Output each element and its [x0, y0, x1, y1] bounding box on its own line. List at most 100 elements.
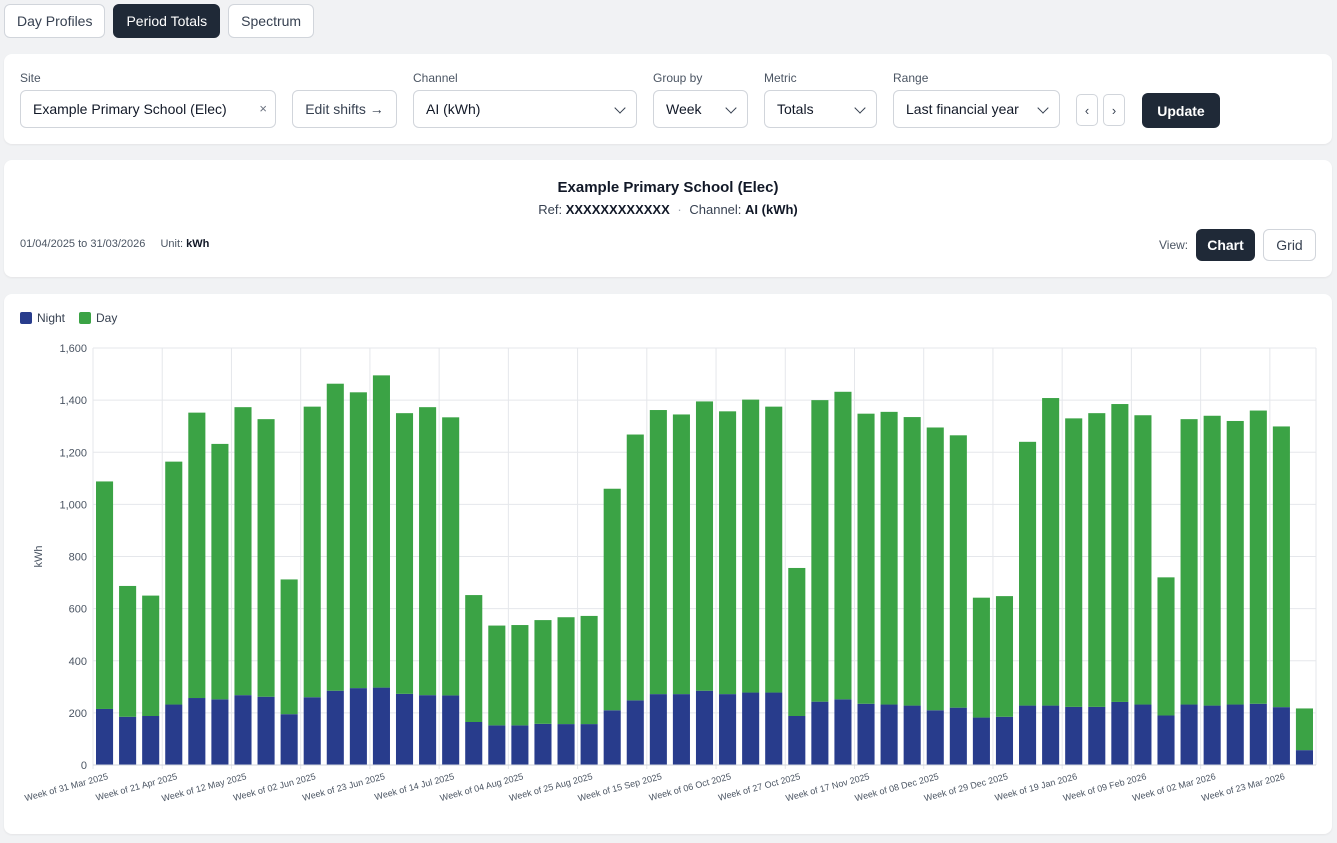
bar-day [372, 375, 390, 688]
bar-night [1249, 703, 1267, 765]
bar-day [534, 620, 552, 724]
bar-day [326, 383, 344, 691]
view-tabs: Day Profiles Period Totals Spectrum [4, 4, 315, 38]
report-title: Example Primary School (Elec) [557, 179, 779, 196]
edit-shifts-button[interactable]: Edit shifts → [292, 90, 397, 128]
bar-night [857, 703, 875, 765]
bar-night [303, 697, 321, 765]
bar-day [834, 391, 852, 700]
bar-night [488, 725, 506, 765]
bar-night [95, 708, 114, 765]
bar-night [211, 699, 229, 765]
bar-day [1203, 415, 1221, 706]
bar-day [442, 417, 460, 696]
legend-item-day[interactable]: Day [79, 311, 117, 325]
next-period-button[interactable]: › [1103, 94, 1125, 126]
bar-day [1134, 415, 1152, 705]
channel-select[interactable]: AI (kWh) [413, 90, 637, 128]
bar-night [926, 710, 944, 765]
chevron-down-icon [614, 102, 626, 114]
range-select[interactable]: Last financial year [893, 90, 1060, 128]
bar-day [119, 585, 137, 717]
bar-night [534, 723, 552, 765]
site-select[interactable]: Example Primary School (Elec) × [20, 90, 276, 128]
bar-day [649, 410, 667, 695]
bar-night [465, 721, 483, 765]
bar-night [580, 724, 598, 765]
view-label: View: [1159, 238, 1189, 252]
y-tick-label: 0 [81, 760, 87, 772]
metric-select[interactable]: Totals [764, 90, 877, 128]
bar-night [903, 705, 921, 765]
bar-night [326, 690, 344, 765]
bar-night [395, 693, 414, 765]
report-info-panel: Example Primary School (Elec) Ref: XXXXX… [4, 160, 1332, 277]
y-tick-label: 1,000 [59, 499, 87, 511]
previous-period-button[interactable]: ‹ [1076, 94, 1098, 126]
group-by-label: Group by [653, 71, 703, 85]
bar-day [903, 417, 921, 706]
bar-day [972, 597, 990, 718]
bar-night [788, 716, 806, 765]
bar-night [234, 695, 252, 765]
update-button[interactable]: Update [1142, 93, 1220, 128]
bar-day [1157, 577, 1175, 716]
bar-day [1272, 426, 1290, 708]
bar-day [257, 419, 275, 697]
site-value: Example Primary School (Elec) [33, 101, 227, 117]
bar-day [1180, 419, 1198, 705]
legend-item-night[interactable]: Night [20, 311, 65, 325]
range-label: Range [893, 71, 929, 85]
bar-night [442, 695, 460, 765]
stacked-bar-chart: 02004006008001,0001,2001,4001,600kWhWeek… [24, 343, 1317, 804]
bar-day [303, 406, 321, 698]
metric-value: Totals [777, 101, 814, 117]
view-grid-button[interactable]: Grid [1263, 229, 1316, 261]
bar-night [995, 716, 1014, 765]
bar-day [695, 401, 714, 691]
bar-day [926, 427, 944, 711]
tab-period-totals[interactable]: Period Totals [113, 4, 221, 38]
bar-day [465, 595, 483, 722]
bar-night [165, 704, 183, 765]
bar-day [742, 399, 760, 693]
report-subtitle: Ref: XXXXXXXXXXXX · Channel: AI (kWh) [538, 202, 798, 217]
bar-night [719, 694, 737, 765]
chart-panel: 0 200 400 600 800 1,000 1,200 1,400 1,600 kWh Week… [4, 294, 1332, 834]
date-range-value: 01/04/2025 to 31/03/2026 [20, 238, 146, 250]
channel-info-value: AI (kWh) [745, 202, 798, 217]
bar-day [1088, 413, 1106, 707]
unit-value: kWh [186, 238, 210, 250]
unit-label: Unit: [160, 238, 184, 250]
y-tick-label: 1,400 [59, 395, 87, 407]
bar-night [695, 690, 714, 765]
bar-day [811, 400, 829, 702]
bar-day [511, 625, 529, 726]
tab-spectrum[interactable]: Spectrum [228, 4, 315, 38]
bar-night [119, 716, 137, 765]
bar-day [1295, 708, 1314, 751]
chevron-down-icon [854, 102, 866, 114]
bar-night [1042, 705, 1060, 765]
bar-night [1203, 705, 1221, 765]
clear-icon[interactable]: × [259, 101, 267, 116]
bar-night [257, 696, 275, 765]
bar-day [1111, 404, 1129, 702]
bar-day [557, 617, 575, 725]
bar-night [188, 698, 206, 765]
legend-swatch-day [79, 312, 92, 324]
bar-day [857, 413, 875, 704]
channel-value: AI (kWh) [426, 101, 481, 117]
bar-night [1019, 705, 1037, 765]
bar-day [880, 411, 898, 705]
view-chart-button[interactable]: Chart [1196, 229, 1255, 261]
bar-day [165, 461, 183, 705]
bar-day [488, 625, 506, 726]
y-tick-label: 200 [69, 708, 87, 720]
bar-day [603, 488, 621, 711]
bar-day [95, 481, 114, 709]
bar-day [1019, 441, 1037, 706]
site-label: Site [20, 71, 41, 85]
tab-day-profiles[interactable]: Day Profiles [4, 4, 106, 38]
group-by-select[interactable]: Week [653, 90, 748, 128]
